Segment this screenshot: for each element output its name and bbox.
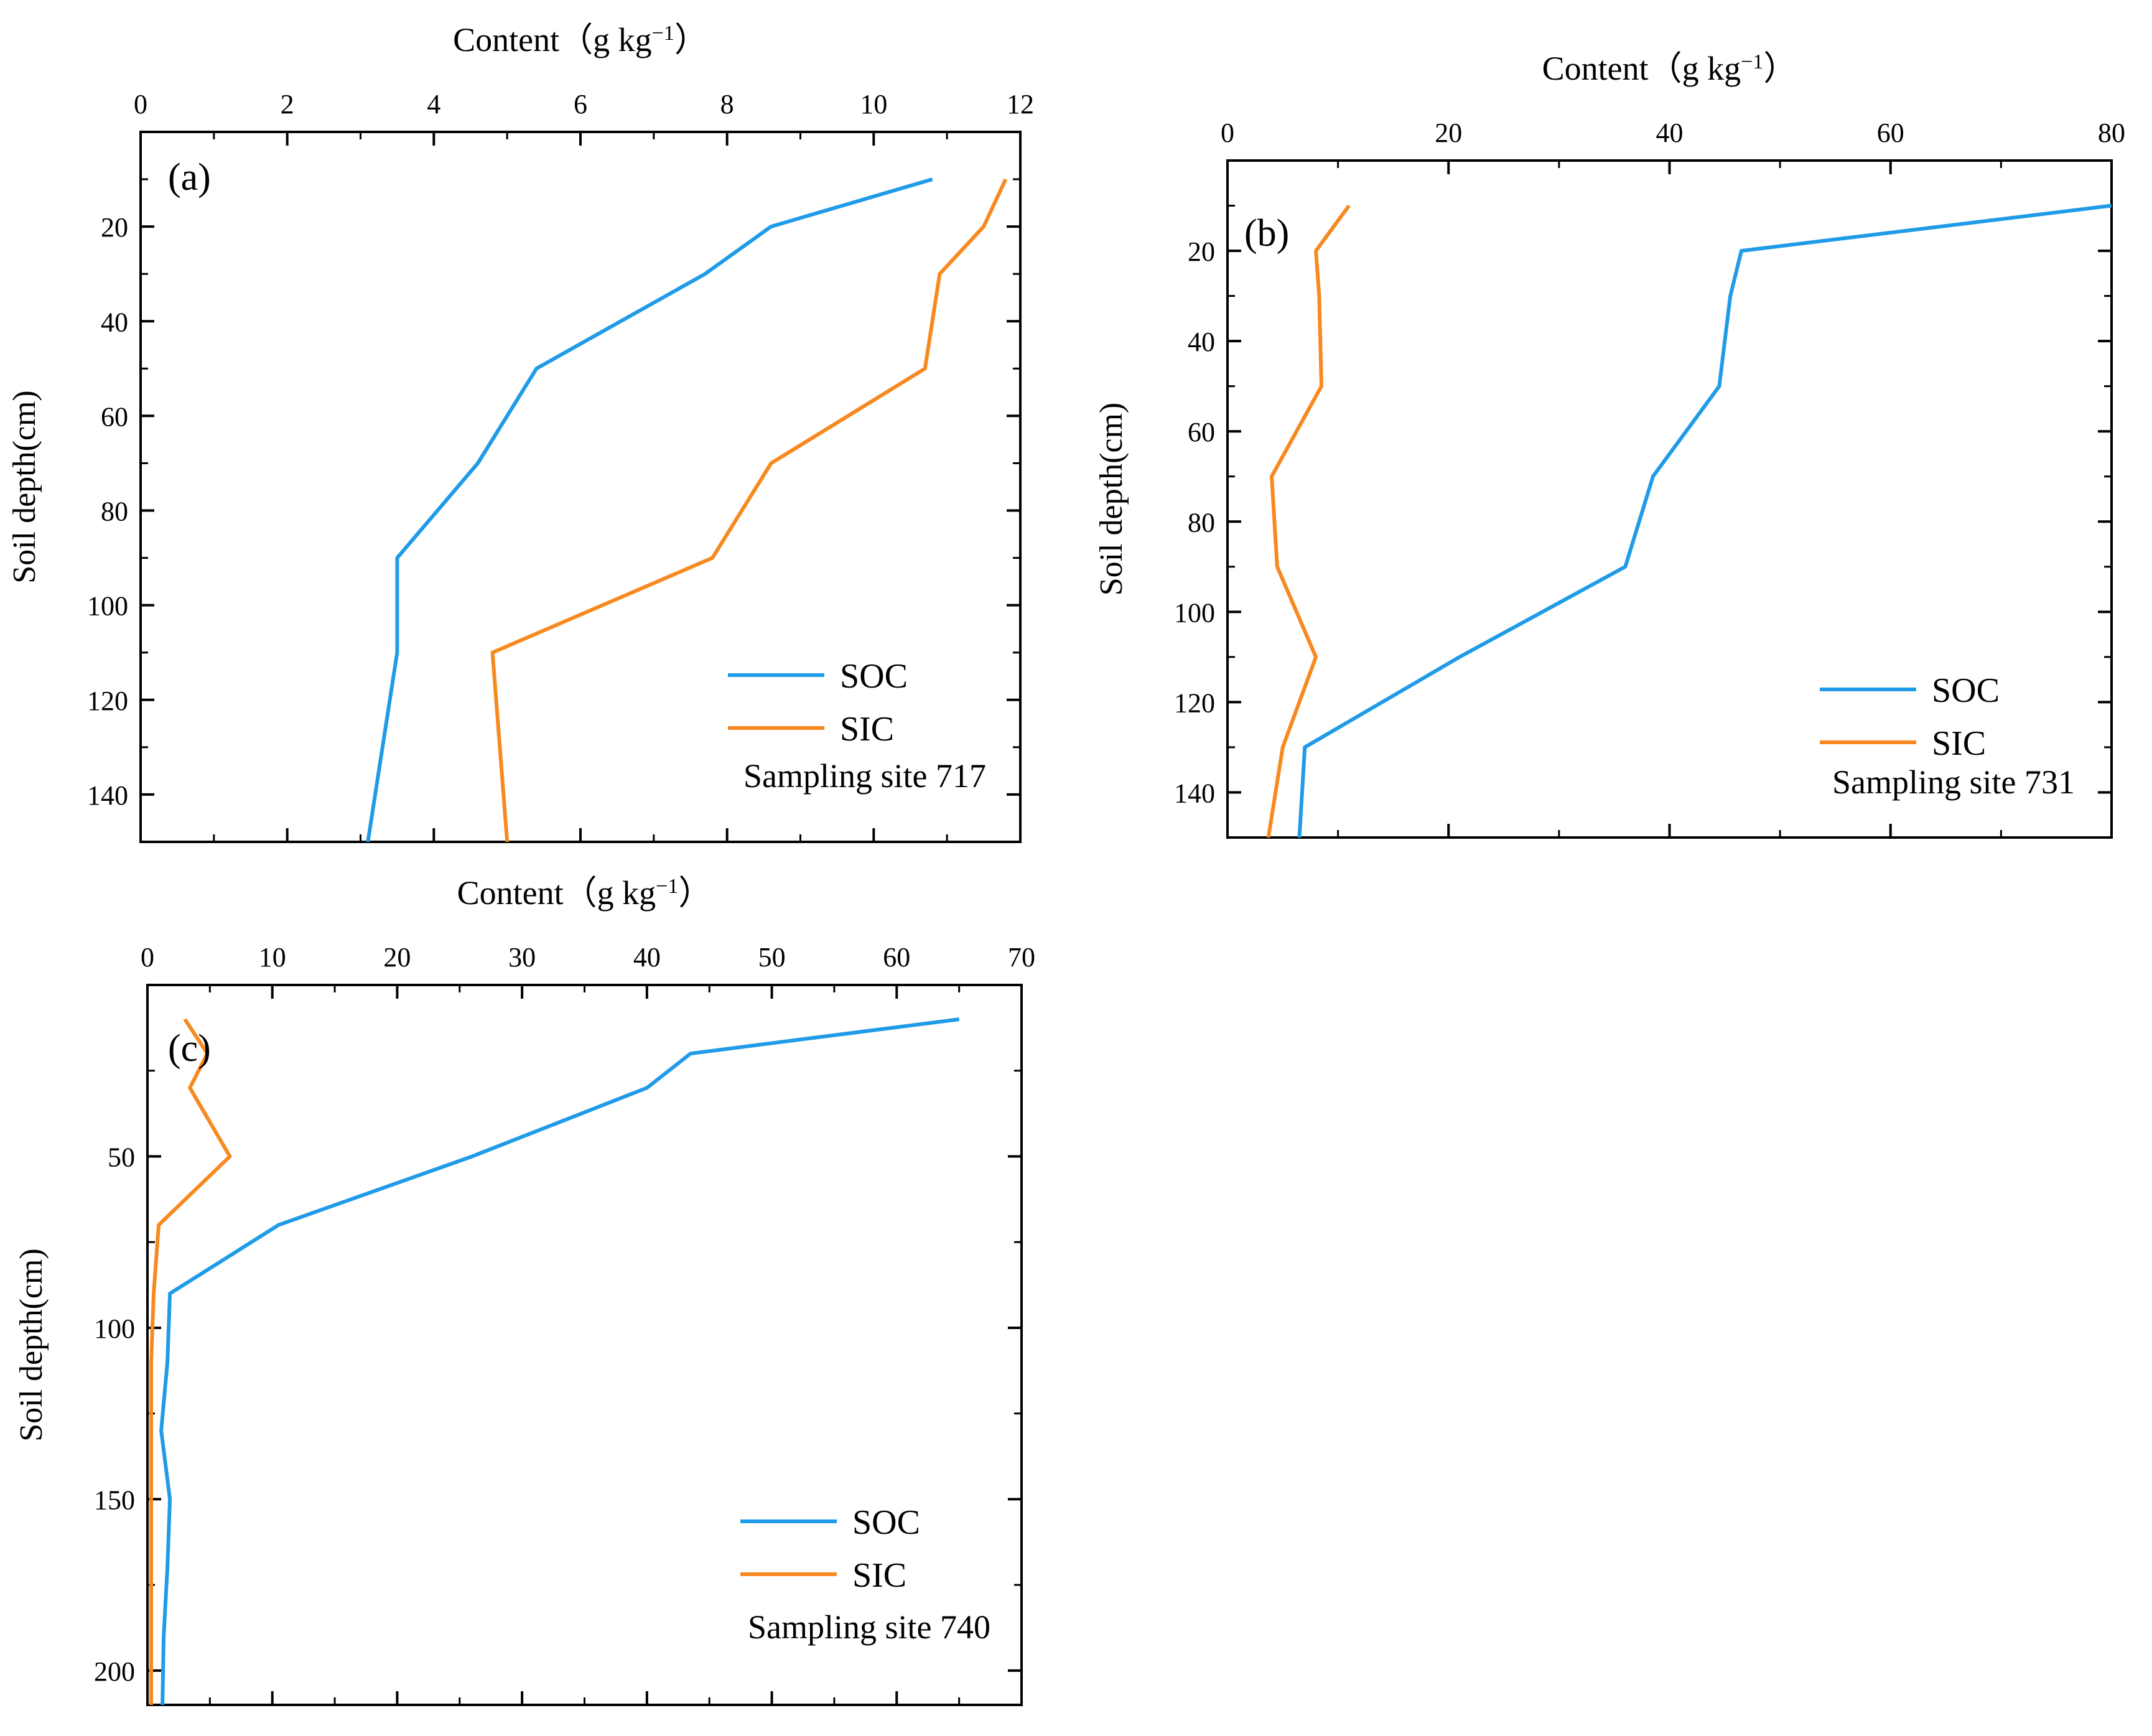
sampling-site-annotation: Sampling site 717 (743, 757, 986, 795)
legend-label-sic: SIC (840, 710, 894, 749)
y-axis-title: Soil depth(cm) (1094, 403, 1129, 596)
y-tick-label: 200 (94, 1656, 135, 1687)
x-tick-label: 10 (259, 942, 286, 973)
y-tick-label: 60 (1188, 417, 1215, 447)
panel-a: 0 2 4 6 8 10 12 20 40 60 80 100 120 140 Content（g kg−1… (7, 21, 1034, 843)
x-tick-label: 60 (883, 942, 910, 973)
x-axis-title-unit: （g kg (1649, 50, 1741, 87)
x-axis-title-sup: −1 (656, 875, 678, 898)
series-line-soc (366, 177, 933, 842)
x-tick-label: 10 (860, 89, 887, 119)
legend-label-soc: SOC (840, 657, 908, 696)
x-tick-label: 6 (574, 89, 587, 119)
y-tick-label: 100 (87, 591, 128, 622)
y-tick-label: 140 (1174, 778, 1215, 808)
panel-label: (c) (168, 1027, 211, 1070)
x-axis-title: Content（g kg−1） (457, 874, 712, 912)
y-tick-label: 100 (94, 1314, 135, 1344)
x-axis-title-close: ） (1763, 50, 1797, 87)
x-axis-title-main: Content (453, 21, 559, 58)
x-tick-label: 40 (633, 942, 661, 973)
y-tick-label: 80 (1188, 507, 1215, 538)
x-axis-title-unit: （g kg (564, 874, 656, 912)
panel-label: (a) (168, 156, 211, 198)
x-axis-title-sup: −1 (1741, 50, 1763, 73)
legend-label-sic: SIC (852, 1556, 906, 1595)
panel-b: 0 20 40 60 80 20 40 60 80 100 120 140 Content（g kg−1… (1094, 50, 2125, 839)
series-line-sic (1266, 204, 1351, 838)
x-tick-label: 30 (508, 942, 536, 973)
x-axis-title-sup: −1 (652, 22, 674, 45)
series-line-sic (149, 1018, 232, 1705)
x-axis-title-unit: （g kg (559, 21, 652, 58)
sampling-site-annotation: Sampling site 731 (1832, 763, 2075, 801)
x-tick-label: 12 (1007, 89, 1034, 119)
x-axis-title: Content（g kg−1） (1542, 50, 1797, 87)
panel-c: 0 10 20 30 40 50 60 70 50 100 150 200 Content（g kg−1… (14, 874, 1035, 1706)
x-tick-label: 0 (141, 942, 154, 973)
y-tick-label: 80 (101, 497, 128, 527)
legend-label-sic: SIC (1932, 724, 1986, 763)
y-axis-title: Soil depth(cm) (14, 1248, 49, 1442)
y-tick-label: 40 (1188, 327, 1215, 357)
x-tick-label: 2 (281, 89, 294, 119)
x-tick-label: 20 (383, 942, 411, 973)
y-tick-label: 20 (101, 212, 128, 243)
series-line-soc (159, 1017, 959, 1705)
y-tick-label: 60 (101, 401, 128, 432)
x-axis-title: Content（g kg−1） (453, 21, 708, 58)
series-line-sic (490, 178, 1008, 842)
x-tick-label: 60 (1877, 118, 1904, 148)
x-tick-label: 20 (1435, 118, 1462, 148)
y-tick-label: 140 (87, 780, 128, 811)
x-axis-title-close: ） (678, 874, 712, 912)
sampling-site-annotation: Sampling site 740 (748, 1608, 990, 1646)
x-tick-label: 0 (1221, 118, 1234, 148)
x-axis-title-main: Content (1542, 50, 1649, 87)
y-tick-label: 100 (1174, 597, 1215, 628)
plot-frame (146, 984, 1023, 1706)
y-tick-label: 50 (108, 1142, 135, 1172)
x-tick-label: 4 (427, 89, 440, 119)
y-tick-label: 150 (94, 1485, 135, 1515)
panel-label: (b) (1244, 212, 1289, 254)
x-axis-title-close: ） (674, 21, 708, 58)
y-tick-label: 120 (1174, 688, 1215, 718)
legend-label-soc: SOC (1932, 671, 2000, 710)
y-tick-label: 20 (1188, 236, 1215, 267)
series-line-soc (1297, 203, 2112, 838)
y-tick-label: 120 (87, 686, 128, 716)
x-tick-label: 50 (758, 942, 786, 973)
x-tick-label: 8 (720, 89, 734, 119)
y-tick-label: 40 (101, 307, 128, 337)
x-tick-label: 0 (134, 89, 147, 119)
y-axis-title: Soil depth(cm) (7, 390, 42, 584)
x-axis-title-main: Content (457, 874, 564, 912)
x-tick-label: 80 (2098, 118, 2125, 148)
x-tick-label: 40 (1656, 118, 1684, 148)
legend-label-soc: SOC (852, 1503, 920, 1542)
x-tick-label: 70 (1008, 942, 1035, 973)
